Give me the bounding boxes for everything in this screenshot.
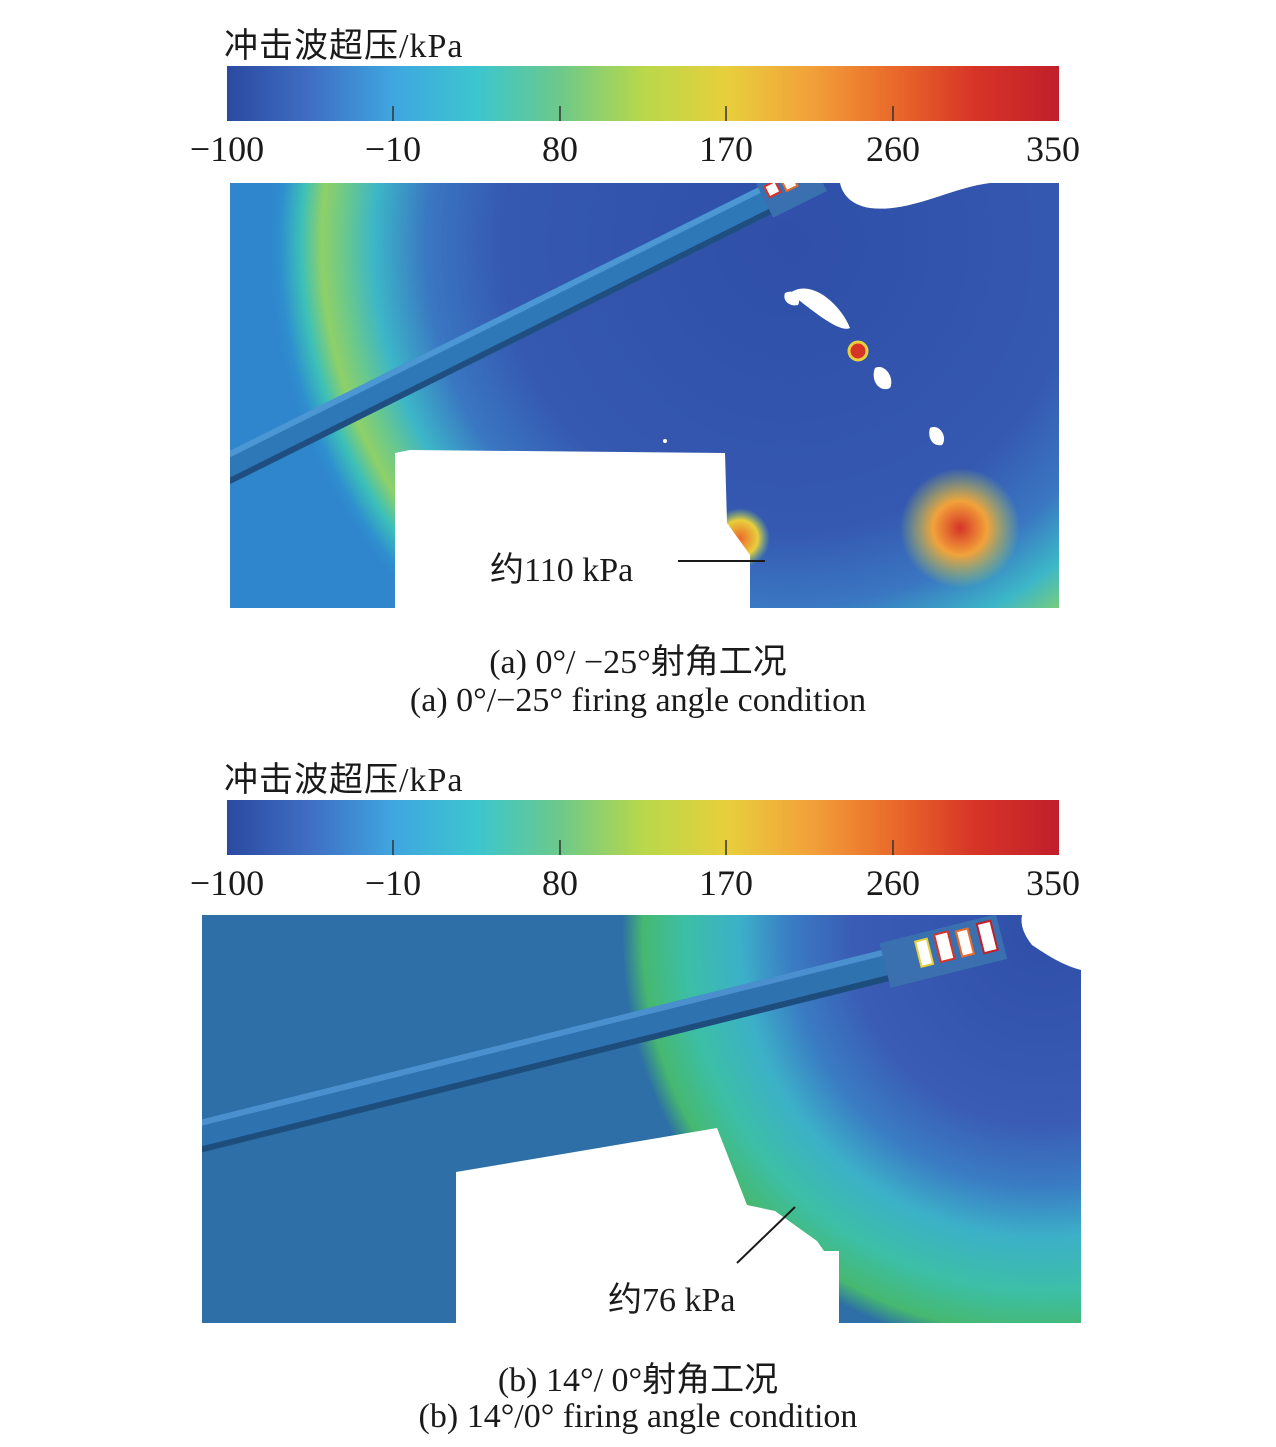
colorbar-tick-labels: −100 −10 80 170 260 350 — [190, 862, 1080, 903]
colorbar — [227, 800, 1059, 855]
panel-a: 冲击波超压/kPa −100 −1 — [190, 28, 1080, 719]
tick-label: −10 — [364, 129, 422, 169]
colorbar — [227, 66, 1059, 121]
tick-label: 170 — [699, 129, 753, 169]
caption-b-zh: (b) 14°/ 0°射角工况 — [497, 1362, 779, 1399]
tick-label: 170 — [699, 863, 753, 903]
panel-b: 冲击波超压/kPa −100 −1 — [0, 730, 1276, 1447]
colorbar-tick-labels: −100 −10 80 170 260 350 — [190, 128, 1080, 169]
pressure-field-a — [230, 183, 1059, 608]
tick-label: −100 — [189, 863, 265, 903]
tick-label: 260 — [866, 129, 920, 169]
tick-label: 80 — [542, 129, 578, 169]
annotation-b: 约76 kPa — [608, 1282, 736, 1319]
caption-b-en: (b) 14°/0° firing angle condition — [418, 1398, 858, 1435]
tick-label: 80 — [542, 863, 578, 903]
colorbar-title: 冲击波超压/kPa — [224, 762, 464, 799]
pressure-field-b — [202, 915, 1081, 1323]
tick-label: 350 — [1026, 863, 1080, 903]
tick-label: −100 — [189, 129, 265, 169]
colorbar-title: 冲击波超压/kPa — [224, 28, 464, 65]
caption-a-zh: (a) 0°/ −25°射角工况 — [489, 644, 787, 681]
tick-label: −10 — [364, 863, 422, 903]
caption-a-en: (a) 0°/−25° firing angle condition — [409, 682, 867, 719]
tick-label: 260 — [866, 863, 920, 903]
annotation-a: 约110 kPa — [490, 552, 634, 589]
tick-label: 350 — [1026, 129, 1080, 169]
